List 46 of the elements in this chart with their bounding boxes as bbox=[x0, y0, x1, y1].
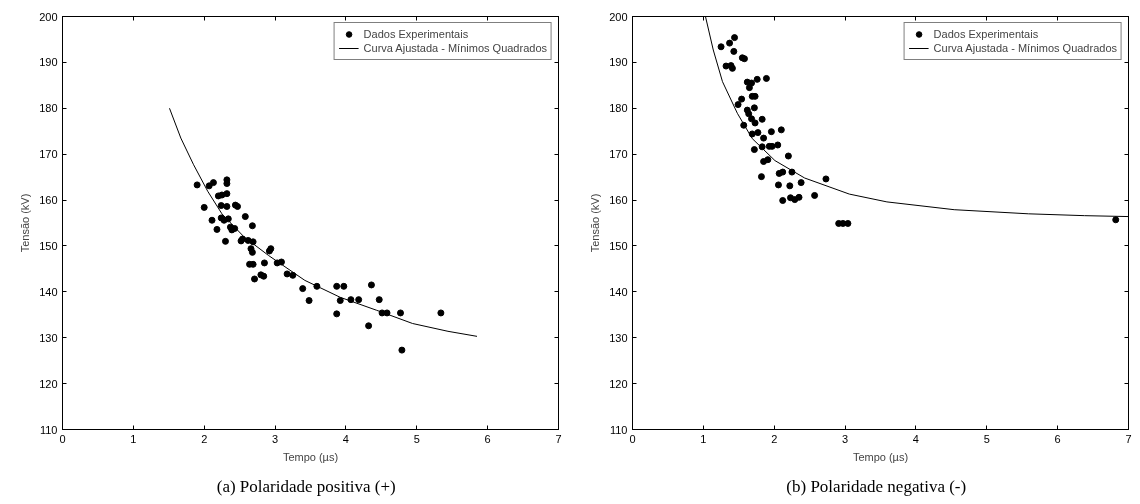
x-tick-label: 1 bbox=[130, 432, 137, 445]
y-tick-label: 130 bbox=[609, 331, 628, 344]
x-tick-label: 1 bbox=[700, 432, 707, 445]
text: (b) Polaridade negativa (-) bbox=[786, 476, 967, 496]
x-tick-label: 2 bbox=[771, 432, 778, 445]
x-tick-label: 5 bbox=[413, 432, 420, 445]
y-tick-label: 120 bbox=[39, 377, 58, 390]
y-tick-label: 160 bbox=[39, 194, 58, 207]
y-axis-title: Tensão (kV) bbox=[589, 193, 602, 253]
x-tick-label: 4 bbox=[912, 432, 919, 445]
y-tick-label: 200 bbox=[39, 10, 58, 23]
y-tick-label: 130 bbox=[39, 331, 58, 344]
x-tick-label: 6 bbox=[484, 432, 491, 445]
y-tick-label: 180 bbox=[39, 102, 58, 115]
x-tick-label: 3 bbox=[272, 432, 279, 445]
y-tick-label: 190 bbox=[609, 56, 628, 69]
y-tick-label: 150 bbox=[609, 239, 628, 252]
y-tick-label: 140 bbox=[39, 285, 58, 298]
x-tick-label: 0 bbox=[629, 432, 636, 445]
x-tick-label: 0 bbox=[59, 432, 66, 445]
legend-label: Curva Ajustada - Mínimos Quadrados bbox=[933, 41, 1117, 55]
y-tick-label: 150 bbox=[39, 239, 58, 252]
x-tick-label: 5 bbox=[983, 432, 990, 445]
legend-label: Dados Experimentais bbox=[933, 27, 1039, 41]
y-axis-title: Tensão (kV) bbox=[19, 193, 32, 253]
y-tick-label: 190 bbox=[39, 56, 58, 69]
y-tick-label: 110 bbox=[39, 423, 58, 436]
y-tick-label: 110 bbox=[609, 423, 628, 436]
x-axis-title: Tempo (µs) bbox=[282, 450, 339, 463]
legend-label: Curva Ajustada - Mínimos Quadrados bbox=[363, 41, 547, 55]
y-tick-label: 120 bbox=[609, 377, 628, 390]
y-tick-label: 170 bbox=[609, 148, 628, 161]
x-tick-label: 7 bbox=[1125, 432, 1132, 445]
x-tick-label: 6 bbox=[1054, 432, 1061, 445]
text: (a) Polaridade positiva (+) bbox=[216, 476, 396, 496]
y-tick-label: 180 bbox=[609, 102, 628, 115]
legend-label: Dados Experimentais bbox=[363, 27, 469, 41]
x-tick-label: 3 bbox=[842, 432, 849, 445]
x-tick-label: 7 bbox=[555, 432, 562, 445]
y-tick-label: 160 bbox=[609, 194, 628, 207]
y-tick-label: 140 bbox=[609, 285, 628, 298]
y-tick-label: 170 bbox=[39, 148, 58, 161]
x-axis-title: Tempo (µs) bbox=[852, 450, 909, 463]
y-tick-label: 200 bbox=[609, 10, 628, 23]
x-tick-label: 2 bbox=[201, 432, 208, 445]
x-tick-label: 4 bbox=[342, 432, 349, 445]
